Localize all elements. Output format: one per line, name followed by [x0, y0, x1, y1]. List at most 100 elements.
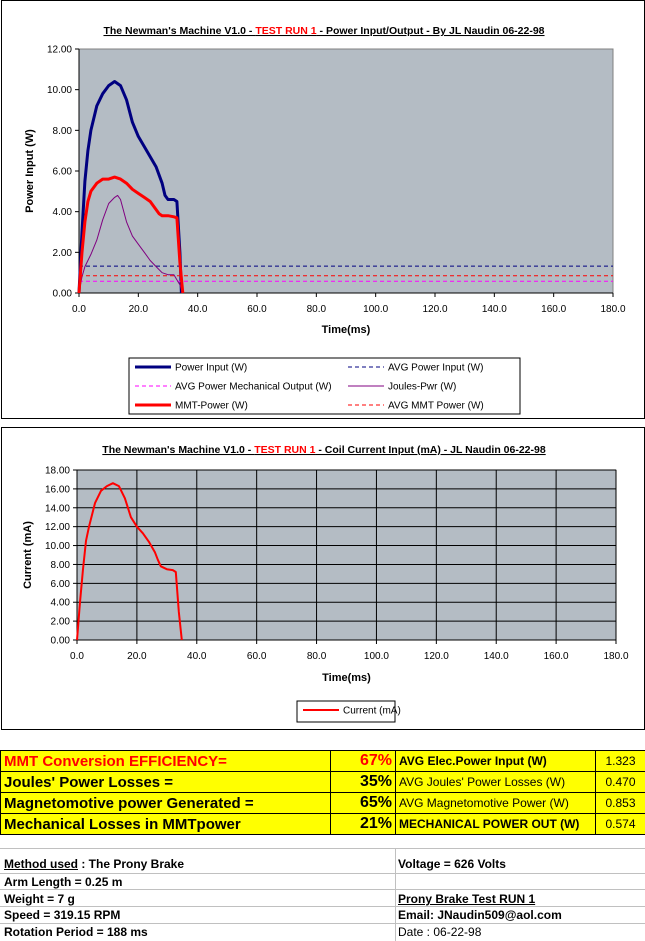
x-tick-label: 40.0: [188, 304, 208, 315]
legend-entry: AVG Power Mechanical Output (W): [175, 382, 332, 393]
avg-elec-label: AVG Elec.Power Input (W): [395, 750, 596, 772]
x-tick-label: 0.0: [72, 304, 86, 315]
current-chart: The Newman's Machine V1.0 - TEST RUN 1 -…: [22, 444, 629, 723]
y-tick-label: 14.00: [45, 503, 70, 514]
mag-value: 65%: [330, 792, 396, 814]
y-tick-label: 0.00: [53, 289, 73, 300]
y-tick-label: 2.00: [51, 617, 71, 628]
sheet-gridline: [0, 923, 645, 924]
avg-mag-value: 0.853: [595, 792, 645, 814]
y-axis-label: Current (mA): [22, 521, 34, 589]
plot-area: [78, 48, 614, 294]
legend-box: [128, 357, 521, 415]
legend-box: [296, 700, 396, 723]
summary-table: MMT Conversion EFFICIENCY= 67% AVG Elec.…: [0, 750, 645, 835]
chart-title-part: The Newman's Machine V1.0 -: [103, 25, 255, 37]
chart-title: The Newman's Machine V1.0 - TEST RUN 1 -…: [102, 444, 546, 456]
x-tick-label: 120.0: [422, 304, 447, 315]
legend-entry: Current (mA): [343, 706, 401, 717]
y-tick-label: 0.00: [51, 636, 71, 647]
x-axis-label: Time(ms): [322, 672, 371, 684]
efficiency-value: 67%: [330, 750, 396, 772]
y-tick-label: 4.00: [53, 207, 73, 218]
mechanical-row: Mechanical Losses in MMTpower 21% MECHAN…: [0, 813, 645, 835]
mech-value: 21%: [330, 813, 396, 835]
y-tick-label: 12.00: [47, 45, 72, 56]
x-tick-label: 180.0: [600, 304, 625, 315]
x-tick-label: 80.0: [307, 651, 327, 662]
method-label: Method used: [4, 857, 78, 871]
series-line-4: [78, 194, 184, 294]
series-line-1: [76, 482, 183, 641]
chart-title-part: TEST RUN 1: [254, 444, 315, 456]
x-tick-label: 140.0: [482, 304, 507, 315]
legend-entry: AVG Power Input (W): [388, 363, 483, 374]
chart-title-part: TEST RUN 1: [255, 25, 316, 37]
legend-entry: AVG MMT Power (W): [388, 401, 484, 412]
efficiency-row: MMT Conversion EFFICIENCY= 67% AVG Elec.…: [0, 750, 645, 772]
mech-label: Mechanical Losses in MMTpower: [0, 813, 331, 835]
sheet-gridline: [0, 889, 645, 890]
chart-title-part: - Coil Current Input (mA) - JL Naudin 06…: [315, 444, 545, 456]
y-tick-label: 18.00: [45, 466, 70, 477]
mech-out-label: MECHANICAL POWER OUT (W): [395, 813, 596, 835]
sheet-gridline: [0, 906, 645, 907]
sheet-gridline: [0, 848, 645, 849]
series-line-1: [77, 80, 183, 294]
efficiency-label: MMT Conversion EFFICIENCY=: [0, 750, 331, 772]
email: Email: JNaudin509@aol.com: [398, 908, 562, 922]
y-tick-label: 6.00: [53, 167, 73, 178]
speed: Speed = 319.15 RPM: [4, 908, 121, 922]
avg-joules-label: AVG Joules' Power Losses (W): [395, 771, 596, 793]
x-tick-label: 60.0: [247, 304, 267, 315]
arm-length: Arm Length = 0.25 m: [4, 875, 123, 889]
test-run: Prony Brake Test RUN 1: [398, 892, 536, 906]
x-tick-label: 180.0: [603, 651, 628, 662]
chart-title-part: - Power Input/Output - By JL Naudin 06-2…: [317, 25, 545, 37]
joules-row: Joules' Power Losses = 35% AVG Joules' P…: [0, 771, 645, 793]
x-tick-label: 100.0: [363, 304, 388, 315]
y-axis-label: Power Input (W): [24, 129, 36, 213]
y-tick-label: 8.00: [53, 126, 73, 137]
x-axis-label: Time(ms): [322, 324, 371, 336]
x-tick-label: 100.0: [364, 651, 389, 662]
plot-area: [76, 469, 617, 641]
x-tick-label: 60.0: [247, 651, 267, 662]
magnetomotive-row: Magnetomotive power Generated = 65% AVG …: [0, 792, 645, 814]
avg-elec-value: 1.323: [595, 750, 645, 772]
mech-out-value: 0.574: [595, 813, 645, 835]
y-tick-label: 4.00: [51, 598, 71, 609]
x-tick-label: 20.0: [129, 304, 149, 315]
avg-mag-label: AVG Magnetomotive Power (W): [395, 792, 596, 814]
chart-title-part: The Newman's Machine V1.0 -: [102, 444, 254, 456]
y-tick-label: 2.00: [53, 248, 73, 259]
power-chart-panel: The Newman's Machine V1.0 - TEST RUN 1 -…: [1, 0, 645, 419]
y-tick-label: 12.00: [45, 522, 70, 533]
joules-label: Joules' Power Losses =: [0, 771, 331, 793]
x-tick-label: 0.0: [70, 651, 84, 662]
x-tick-label: 160.0: [544, 651, 569, 662]
x-tick-label: 160.0: [541, 304, 566, 315]
method-line: Method used : The Prony Brake: [4, 857, 184, 871]
x-tick-label: 140.0: [484, 651, 509, 662]
sheet-gridline: [0, 873, 645, 874]
x-tick-label: 40.0: [187, 651, 207, 662]
rotation-period: Rotation Period = 188 ms: [4, 925, 148, 939]
y-tick-label: 10.00: [47, 85, 72, 96]
method-value: : The Prony Brake: [78, 857, 185, 871]
y-tick-label: 10.00: [45, 541, 70, 552]
mag-label: Magnetomotive power Generated =: [0, 792, 331, 814]
legend-entry: MMT-Power (W): [175, 401, 248, 412]
y-tick-label: 8.00: [51, 560, 71, 571]
x-tick-label: 80.0: [307, 304, 327, 315]
joules-value: 35%: [330, 771, 396, 793]
voltage: Voltage = 626 Volts: [398, 857, 506, 871]
power-chart: The Newman's Machine V1.0 - TEST RUN 1 -…: [24, 25, 626, 415]
y-tick-label: 16.00: [45, 484, 70, 495]
current-chart-panel: The Newman's Machine V1.0 - TEST RUN 1 -…: [1, 427, 645, 730]
date: Date : 06-22-98: [398, 925, 482, 939]
weight: Weight = 7 g: [4, 892, 75, 906]
legend-entry: Joules-Pwr (W): [388, 382, 456, 393]
chart-title: The Newman's Machine V1.0 - TEST RUN 1 -…: [103, 25, 544, 37]
legend-entry: Power Input (W): [175, 363, 247, 374]
